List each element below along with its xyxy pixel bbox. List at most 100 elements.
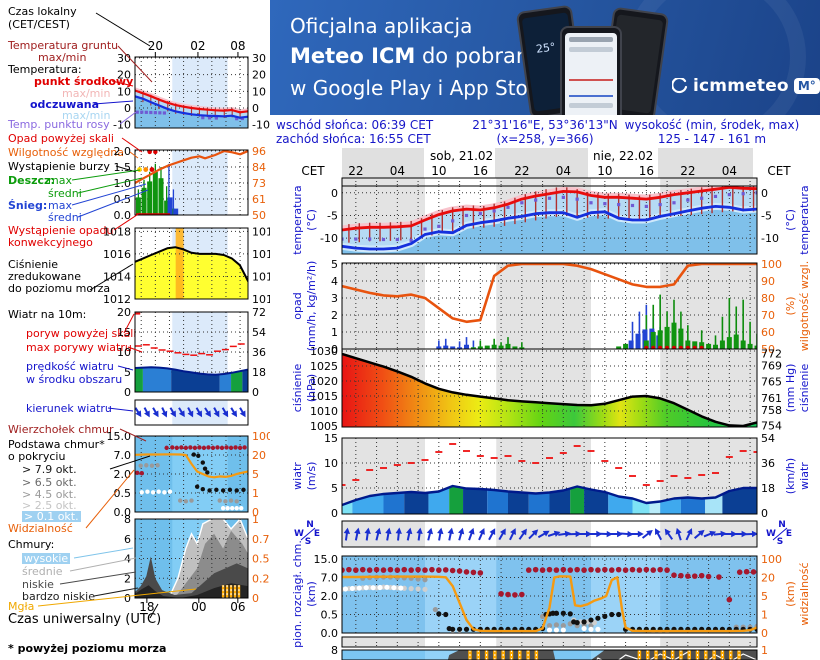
axis-tick-label: 18	[761, 482, 775, 495]
legend-leader-line	[117, 45, 153, 83]
legend-label: (CET/CEST)	[8, 18, 70, 31]
series-mini-fog-bars	[221, 585, 241, 598]
grid-xy-text: (x=258, y=366)	[496, 132, 594, 146]
altitude-label: wysokość (min, środek, max)	[624, 118, 800, 132]
legend-label: Opad powyżej skali	[8, 132, 114, 145]
axis-title: ciśnienie	[798, 364, 811, 413]
series-mini-pressure-highlight	[175, 228, 184, 299]
axis-tick-label: -10	[252, 119, 270, 132]
axis-tick-label: 1	[761, 644, 768, 657]
axis-tick-label: 10	[324, 457, 338, 470]
legend-label: Temperatura:	[8, 63, 82, 76]
axis-tick-label: 20	[252, 69, 266, 82]
icmmeteo-logo: icmmeteo M°	[672, 76, 820, 96]
axis-title: temperatura	[798, 185, 811, 254]
app-banner[interactable]: Oficjalna aplikacja Meteo ICM do pobrani…	[270, 0, 820, 115]
legend-leader-line	[119, 111, 137, 125]
axis-tick-label: 54	[761, 432, 775, 445]
series-pressure-fill	[342, 354, 757, 427]
axis-tick-label: 8	[331, 644, 338, 657]
legend-label: Czas uniwersalny (UTC)	[8, 612, 162, 627]
axis-tick-label: 80	[761, 292, 775, 305]
utc-hour-label: 00	[191, 600, 206, 614]
chart-panel-mini-chmury-pion	[134, 435, 249, 513]
legend-label: o pokryciu	[8, 450, 66, 463]
axis-title: temperatura	[291, 185, 304, 254]
cet-hour-label: 04	[722, 164, 737, 178]
axis-tick-label: 1014	[103, 270, 131, 283]
utc-hour-label: 06	[230, 600, 245, 614]
legend-label: wysokie	[22, 552, 71, 565]
legend-label: max	[48, 199, 72, 212]
legend-leader-line	[71, 183, 147, 206]
axis-tick-label: 2.0	[114, 145, 132, 158]
legend-leader-line	[117, 365, 134, 371]
chart-panel-axis-strip-bottom	[341, 636, 758, 648]
axis-title: (°C)	[305, 209, 318, 231]
axis-title: (km/h)	[784, 458, 797, 494]
svg-text:W: W	[766, 529, 776, 539]
series-mini-humidity	[135, 150, 248, 185]
legend-leader-line	[127, 346, 143, 353]
axis-tick-label: 5	[331, 258, 338, 271]
svg-text:N: N	[778, 520, 786, 530]
legend-leader-line	[107, 407, 134, 412]
series-mini-base-black	[191, 452, 246, 493]
utc-hour-label: 18	[139, 600, 154, 614]
legend-label: Widzialność	[8, 522, 73, 535]
axis-tick-label: 1012	[103, 293, 131, 306]
series-mini-visibility	[135, 453, 248, 479]
axis-title: (hPa)	[305, 374, 318, 402]
axis-tick-label: 1020	[310, 375, 338, 388]
axis-tick-label: 90	[761, 275, 775, 288]
legend-leader-line	[69, 557, 137, 572]
axis-tick-label: 10	[117, 346, 131, 359]
legend-leader-line	[77, 189, 149, 218]
axis-tick-label: 1005	[310, 420, 338, 433]
axis-title: wiatr	[291, 462, 304, 490]
axis-tick-label: 20	[117, 69, 131, 82]
logo-swoosh-icon	[672, 78, 688, 94]
chart-panel-wiatr	[341, 437, 758, 515]
axis-tick-label: 1014	[252, 270, 270, 283]
axis-tick-label: 1.0	[114, 177, 132, 190]
night-band	[658, 148, 753, 178]
axis-title: (°C)	[784, 209, 797, 231]
day-label: sob, 21.02	[430, 149, 493, 163]
legend-label: Ciśnienie	[8, 258, 59, 271]
altitude-values: 125 - 147 - 161 m	[657, 132, 767, 146]
footnote-above-sea-level: * powyżej poziomu morza	[8, 642, 167, 655]
local-hour-label: 20	[148, 39, 163, 53]
axis-tick-label: 1016	[103, 248, 131, 261]
sunset-text: zachód słońca: 16:55 CET	[276, 132, 431, 146]
axis-tick-label: 0.75	[252, 533, 270, 546]
axis-tick-label: 758	[761, 404, 782, 417]
sunrise-text: wschód słońca: 06:39 CET	[276, 118, 434, 132]
legend-label: punkt środkowy	[34, 75, 134, 88]
legend-label: średnie	[22, 565, 63, 578]
chart-panel-kierunek-wiatru	[341, 520, 758, 548]
legend-label: > 7.9 okt.	[22, 463, 77, 476]
legend-label: Wierzchołek chmur	[8, 423, 114, 436]
axis-tick-label: 70	[761, 309, 775, 322]
legend-leader-line	[95, 12, 151, 47]
chart-panel-mini-opad	[134, 149, 249, 216]
banner-line1: Oficjalna aplikacja	[290, 14, 473, 38]
axis-tick-label: 0	[331, 507, 338, 520]
series-pressure-line	[342, 352, 757, 427]
axis-tick-label: 0	[252, 592, 259, 605]
axis-tick-label: 0.0	[114, 209, 132, 222]
axis-tick-label: 772	[761, 348, 782, 361]
legend-label: Temperatura gruntu	[8, 39, 119, 52]
axis-tick-label: 1	[252, 513, 259, 526]
axis-title: (km)	[305, 581, 318, 607]
axis-tick-label: 8	[124, 513, 131, 526]
cet-hour-label: 04	[390, 164, 405, 178]
axis-tick-label: 73	[252, 177, 266, 190]
legend-leader-line	[113, 212, 141, 231]
series-mini-wind-line	[135, 366, 248, 376]
